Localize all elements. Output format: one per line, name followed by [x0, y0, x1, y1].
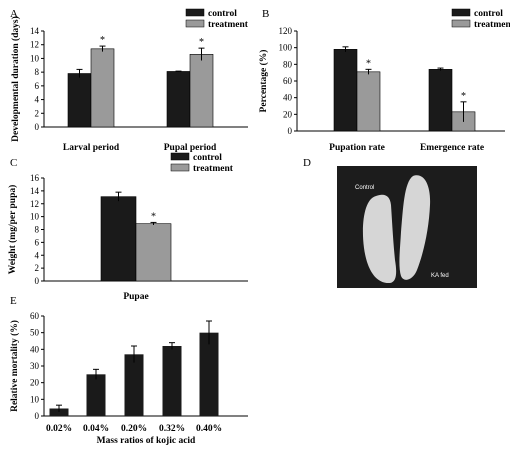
y-tick-label: 10: [30, 212, 40, 222]
legend-swatch-treatment: [170, 163, 190, 172]
y-tick-label: 14: [30, 26, 40, 36]
y-axis-label: Relative mortality (%): [9, 320, 20, 412]
y-tick-label: 30: [30, 361, 40, 371]
legend-swatch-treatment: [451, 19, 471, 28]
y-tick-label: 12: [30, 199, 39, 209]
legend-label-treatment: treatment: [474, 20, 510, 30]
bar-control: [333, 49, 358, 132]
x-tick-label: 0.40%: [196, 424, 222, 434]
y-tick-label: 8: [35, 225, 40, 235]
bar: [49, 408, 69, 416]
significance-marker: *: [366, 58, 371, 69]
chart-panel-a: A 0 2 4 6 8 10 12 14 Developmental duration (days…: [10, 8, 249, 153]
y-tick-label: 8: [35, 67, 40, 77]
x-tick-label: Pupae: [123, 292, 148, 302]
x-axis-label: Mass ratios of kojic acid: [97, 436, 196, 446]
legend-label-treatment: treatment: [208, 20, 249, 30]
y-tick-label: 16: [30, 173, 40, 183]
chart-panel-c: C 0 2 4 6 8 10 12 14 16 Weight (mg/per pupa) * Pupae…: [7, 152, 248, 302]
legend-swatch-treatment: [185, 19, 205, 28]
x-tick-label: Pupation rate: [329, 143, 385, 153]
ka-fed-photo-label: KA fed: [431, 273, 449, 279]
y-tick-label: 100: [279, 43, 293, 53]
y-tick-label: 120: [279, 26, 293, 36]
bar-control: [100, 196, 137, 282]
y-tick-label: 2: [35, 108, 40, 118]
x-tick-label: 0.20%: [121, 424, 147, 434]
y-tick-label: 10: [30, 53, 40, 63]
bar-control: [166, 71, 191, 128]
bar-treatment: [135, 223, 172, 282]
legend-label-control: control: [208, 9, 237, 19]
bar-treatment: [189, 54, 214, 128]
legend-label-control: control: [474, 9, 503, 19]
y-tick-label: 0: [35, 276, 40, 286]
panel-letter: E: [10, 295, 17, 307]
significance-marker: *: [199, 37, 204, 48]
y-tick-label: 4: [35, 95, 40, 105]
significance-marker: *: [100, 35, 105, 46]
y-tick-label: 0: [288, 126, 293, 136]
legend-swatch-control: [451, 8, 471, 17]
legend-label-control: control: [193, 153, 222, 163]
y-tick-label: 20: [30, 378, 40, 388]
y-tick-label: 0: [35, 122, 40, 132]
ka-fed-larva-image: [399, 175, 431, 280]
y-tick-label: 2: [35, 263, 40, 273]
x-tick-label: 0.02%: [46, 424, 72, 434]
bar-control: [67, 73, 92, 128]
chart-panel-e: E 0 10 20 30 40 50 60 Relative mortality (%) 0.02…: [9, 295, 248, 446]
panel-letter-d: D: [303, 157, 311, 169]
bar-treatment: [356, 71, 381, 132]
panel-letter: C: [10, 157, 17, 169]
panel-letter: A: [10, 8, 18, 20]
significance-marker: *: [151, 211, 156, 222]
y-tick-label: 60: [283, 76, 293, 86]
bar-treatment: [90, 48, 115, 128]
panel-letter: B: [262, 8, 269, 20]
y-tick-label: 4: [35, 250, 40, 260]
x-tick-label: 0.32%: [159, 424, 185, 434]
control-larva-image: [362, 194, 397, 284]
bar-control: [428, 69, 453, 132]
y-tick-label: 6: [35, 81, 40, 91]
significance-marker: *: [461, 91, 466, 102]
legend-swatch-control: [185, 8, 205, 17]
bar: [162, 346, 182, 416]
x-tick-label: Emergence rate: [420, 143, 484, 153]
legend-label-treatment: treatment: [193, 164, 234, 174]
x-tick-label: 0.04%: [83, 424, 109, 434]
y-tick-label: 60: [30, 311, 40, 321]
y-tick-label: 40: [30, 344, 40, 354]
y-axis-label: Percentage (%): [258, 50, 269, 113]
y-tick-label: 10: [30, 394, 40, 404]
y-tick-label: 20: [283, 109, 293, 119]
x-tick-label: Larval period: [63, 143, 120, 153]
chart-panel-b: B 0 20 40 60 80 100 120 Percentage (%) * Pupation …: [258, 8, 510, 153]
bar: [86, 374, 106, 416]
y-tick-label: 14: [30, 186, 40, 196]
y-tick-label: 12: [30, 40, 39, 50]
x-tick-label: Pupal period: [164, 143, 217, 153]
photo-panel-d: D Control KA fed: [303, 157, 477, 288]
bar: [199, 332, 219, 416]
legend-swatch-control: [170, 152, 190, 161]
y-axis-label: Weight (mg/per pupa): [7, 185, 18, 275]
bar: [124, 354, 144, 416]
y-tick-label: 50: [30, 328, 40, 338]
y-tick-label: 6: [35, 237, 40, 247]
y-tick-label: 80: [283, 59, 293, 69]
y-axis-label: Developmental duration (days): [10, 16, 21, 142]
y-tick-label: 40: [283, 93, 293, 103]
control-photo-label: Control: [355, 185, 374, 191]
y-tick-label: 0: [35, 411, 40, 421]
